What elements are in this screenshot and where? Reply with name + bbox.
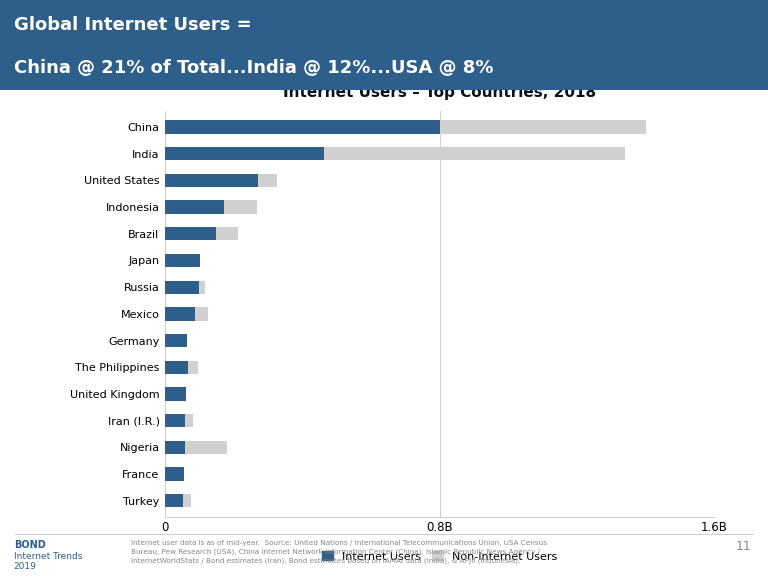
Text: 11: 11 [735, 540, 751, 553]
Bar [165, 361, 197, 374]
Bar [165, 227, 217, 241]
Bar [165, 334, 187, 347]
Bar [165, 441, 185, 454]
Bar [165, 307, 207, 321]
Bar [165, 173, 276, 187]
Bar [165, 120, 440, 134]
Bar [165, 414, 185, 427]
Bar [165, 147, 625, 161]
Bar [165, 467, 184, 481]
Title: Internet Users – Top Countries, 2018: Internet Users – Top Countries, 2018 [283, 85, 596, 100]
Bar [165, 494, 191, 507]
Bar [165, 494, 184, 507]
Bar [165, 254, 200, 267]
Bar [165, 280, 200, 294]
Bar [165, 173, 258, 187]
Text: Internet user data is as of mid-year.  Source: United Nations / International Te: Internet user data is as of mid-year. So… [131, 540, 547, 564]
Bar [165, 227, 237, 241]
Bar [165, 361, 188, 374]
Text: Internet Trends: Internet Trends [14, 552, 82, 561]
Bar [165, 307, 194, 321]
Bar [165, 200, 223, 214]
Bar [165, 414, 193, 427]
Bar [165, 441, 227, 454]
Bar [165, 147, 323, 161]
Bar [165, 387, 186, 401]
Bar [165, 280, 204, 294]
Text: BOND: BOND [14, 540, 45, 550]
Legend: Internet Users, Non-Internet Users: Internet Users, Non-Internet Users [317, 547, 562, 566]
Bar [165, 200, 257, 214]
Text: 2019: 2019 [14, 562, 37, 571]
Bar [165, 120, 646, 134]
Text: China @ 21% of Total...India @ 12%...USA @ 8%: China @ 21% of Total...India @ 12%...USA… [14, 58, 493, 77]
Text: Global Internet Users =: Global Internet Users = [14, 16, 251, 34]
